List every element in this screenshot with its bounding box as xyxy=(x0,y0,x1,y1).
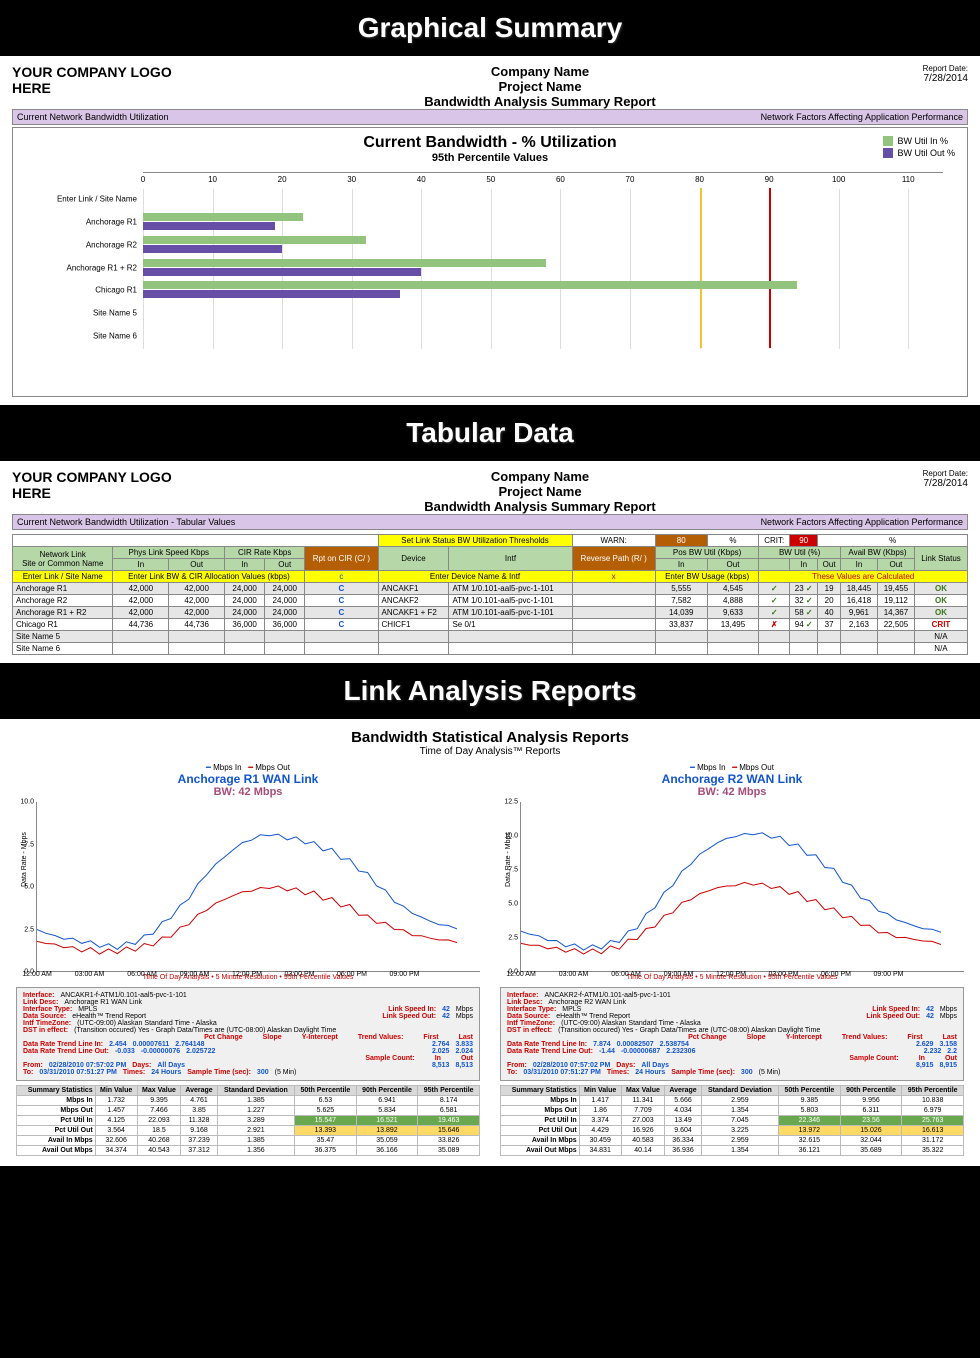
chart-subtitle: 95th Percentile Values xyxy=(23,152,957,164)
tod-bw: BW: 42 Mbps xyxy=(500,786,964,798)
bar-category-label: Anchorage R2 xyxy=(86,240,143,249)
h-intf: Intf xyxy=(449,547,572,571)
h-util: BW Util (%) xyxy=(759,547,841,559)
tod-title: Anchorage R1 WAN Link xyxy=(16,772,480,786)
bar-category-label: Chicago R1 xyxy=(95,286,143,295)
section-title-link: Link Analysis Reports xyxy=(0,663,980,719)
report-header: YOUR COMPANY LOGO HERE Company Name Proj… xyxy=(12,64,968,109)
h-pos: Pos BW Util (Kbps) xyxy=(655,547,759,559)
report-date-label: Report Date: xyxy=(868,64,968,73)
h-cir: CIR Rate Kbps xyxy=(225,547,305,559)
util-chart: Current Bandwidth - % Utilization 95th P… xyxy=(12,127,968,397)
bar-category-label: Site Name 5 xyxy=(93,309,143,318)
h-phys: Phys Link Speed Kbps xyxy=(113,547,225,559)
graphical-panel: YOUR COMPANY LOGO HERE Company Name Proj… xyxy=(0,56,980,405)
tod-chart-area: 0.02.55.07.510.012.512:00 AM03:00 AM06:0… xyxy=(520,802,964,972)
tod-legend: ━ Mbps In ━ Mbps Out xyxy=(500,763,964,772)
logo-placeholder-2: YOUR COMPANY LOGO HERE xyxy=(12,469,212,501)
h-avail: Avail BW (Kbps) xyxy=(840,547,914,559)
bar-out xyxy=(143,290,400,298)
table-row: Anchorage R1 + R242,00042,00024,00024,00… xyxy=(13,607,968,619)
report-title-2: Bandwidth Analysis Summary Report xyxy=(212,499,868,514)
report-date: 7/28/2014 xyxy=(868,73,968,84)
section-bar-left-2: Current Network Bandwidth Utilization - … xyxy=(17,517,235,527)
section-bar: Current Network Bandwidth Utilization Ne… xyxy=(12,109,968,125)
chart-title: Current Bandwidth - % Utilization xyxy=(23,134,957,152)
section-title-graphical: Graphical Summary xyxy=(0,0,980,56)
warn-label: WARN: xyxy=(572,535,655,547)
bar-out xyxy=(143,245,282,253)
tabular-panel: YOUR COMPANY LOGO HERE Company Name Proj… xyxy=(0,461,980,663)
stats-table: Summary StatisticsMin ValueMax ValueAver… xyxy=(16,1085,480,1156)
section-bar-left: Current Network Bandwidth Utilization xyxy=(17,112,169,122)
warn-value[interactable]: 80 xyxy=(655,535,707,547)
chart-legend: BW Util In % BW Util Out % xyxy=(883,136,955,160)
report-date-label-2: Report Date: xyxy=(868,469,968,478)
link-analysis-panel: Bandwidth Statistical Analysis Reports T… xyxy=(0,719,980,1166)
bw-table: Set Link Status BW Utilization Threshold… xyxy=(12,534,968,655)
section-bar-right: Network Factors Affecting Application Pe… xyxy=(761,112,963,122)
h-link: Network LinkSite or Common Name xyxy=(13,547,113,571)
bar-in xyxy=(143,236,366,244)
report-header-2: YOUR COMPANY LOGO HERE Company Name Proj… xyxy=(12,469,968,514)
bar-out xyxy=(143,268,421,276)
tod-bw: BW: 42 Mbps xyxy=(16,786,480,798)
bar-in xyxy=(143,213,303,221)
bar-out xyxy=(143,222,275,230)
company-name: Company Name xyxy=(212,64,868,79)
legend-label: BW Util In % xyxy=(897,136,948,146)
crit-value[interactable]: 90 xyxy=(790,535,818,547)
table-row: Anchorage R142,00042,00024,00024,000 CAN… xyxy=(13,583,968,595)
project-name: Project Name xyxy=(212,79,868,94)
tod-chart-area: 0.02.55.07.510.012:00 AM03:00 AM06:00 AM… xyxy=(36,802,480,972)
bar-category-label: Anchorage R1 + R2 xyxy=(67,263,144,272)
detail-box: Interface:ANCAKR1-f-ATM1/0.101-aal5-pvc-… xyxy=(16,987,480,1081)
h-rpton: Rpt on CIR (C/ ) xyxy=(305,547,378,571)
section-bar-right-2: Network Factors Affecting Application Pe… xyxy=(761,517,963,527)
tod-svg xyxy=(521,802,941,972)
report-date-2: 7/28/2014 xyxy=(868,478,968,489)
table-row: Site Name 5 N/A xyxy=(13,631,968,643)
legend-label: BW Util Out % xyxy=(897,148,955,158)
tod-svg xyxy=(37,802,457,972)
threshold-label: Set Link Status BW Utilization Threshold… xyxy=(378,535,572,547)
bar-in xyxy=(143,281,797,289)
crit-label: CRIT: xyxy=(759,535,790,547)
bar-category-label: Enter Link / Site Name xyxy=(57,195,143,204)
bar-category-label: Anchorage R1 xyxy=(86,217,143,226)
link-main-title: Bandwidth Statistical Analysis Reports xyxy=(16,729,964,746)
link-sub-title: Time of Day Analysis™ Reports xyxy=(16,746,964,757)
table-row: Chicago R144,73644,73636,00036,000 CCHIC… xyxy=(13,619,968,631)
h-device: Device xyxy=(378,547,449,571)
company-name-2: Company Name xyxy=(212,469,868,484)
bar-category-label: Site Name 6 xyxy=(93,332,143,341)
table-row: Site Name 6 N/A xyxy=(13,643,968,655)
section-title-tabular: Tabular Data xyxy=(0,405,980,461)
project-name-2: Project Name xyxy=(212,484,868,499)
report-title: Bandwidth Analysis Summary Report xyxy=(212,94,868,109)
h-status: Link Status xyxy=(914,547,967,571)
bar-in xyxy=(143,259,546,267)
tod-legend: ━ Mbps In ━ Mbps Out xyxy=(16,763,480,772)
detail-box: Interface:ANCAKR2-f-ATM1/0.101-aal5-pvc-… xyxy=(500,987,964,1081)
logo-placeholder: YOUR COMPANY LOGO HERE xyxy=(12,64,212,96)
h-rev: Reverse Path (R/ ) xyxy=(572,547,655,571)
stats-table: Summary StatisticsMin ValueMax ValueAver… xyxy=(500,1085,964,1156)
table-row: Anchorage R242,00042,00024,00024,000 CAN… xyxy=(13,595,968,607)
tod-title: Anchorage R2 WAN Link xyxy=(500,772,964,786)
